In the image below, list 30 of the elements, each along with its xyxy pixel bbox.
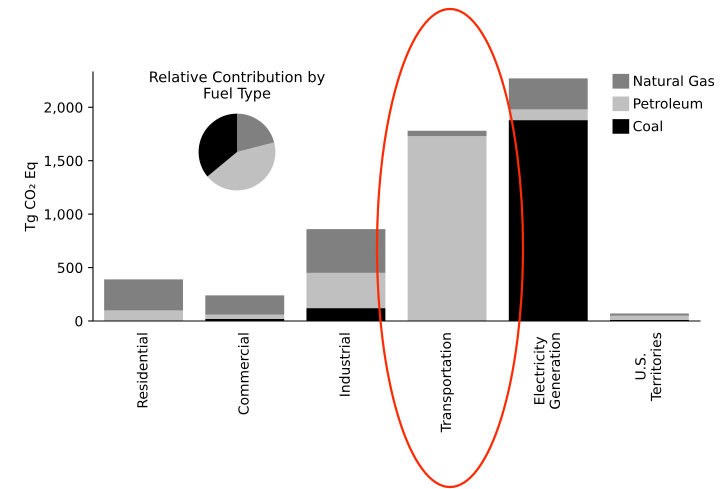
x-tick-label: Transportation [440, 333, 454, 432]
bar [508, 109, 588, 120]
y-tick-label: 500 [58, 262, 82, 274]
x-tick-label: U.S. Territories [635, 332, 662, 402]
y-tick-label: 1,000 [45, 209, 82, 222]
y-tick-label: 1,500 [45, 156, 82, 168]
bar [408, 136, 487, 321]
x-tick-label: Commercial [238, 333, 249, 414]
pie-slice [207, 142, 276, 190]
pie-slice [237, 114, 274, 152]
bar [306, 229, 386, 273]
x-tick-label: Industrial [339, 333, 350, 396]
y-tick-label: 2,000 [44, 102, 82, 114]
bar [104, 279, 184, 310]
chart-title: Relative Contribution by Fuel Type [150, 71, 325, 102]
legend-label: Natural Gas [634, 75, 714, 86]
legend-label: Coal [633, 120, 662, 132]
pie-slice [198, 114, 237, 176]
bar [104, 310, 184, 321]
bar [205, 295, 284, 315]
x-tick-label: Electricity Generation [534, 333, 560, 409]
bar [610, 316, 689, 320]
bar [508, 78, 588, 110]
y-axis-title: Tg CO₂ Eq [24, 162, 38, 232]
bar [408, 130, 487, 136]
legend-label: Petroleum [634, 98, 702, 109]
y-tick-label: 0 [75, 316, 82, 326]
bar [306, 272, 386, 308]
x-tick-label: Residential [136, 333, 148, 408]
bar [205, 314, 284, 319]
